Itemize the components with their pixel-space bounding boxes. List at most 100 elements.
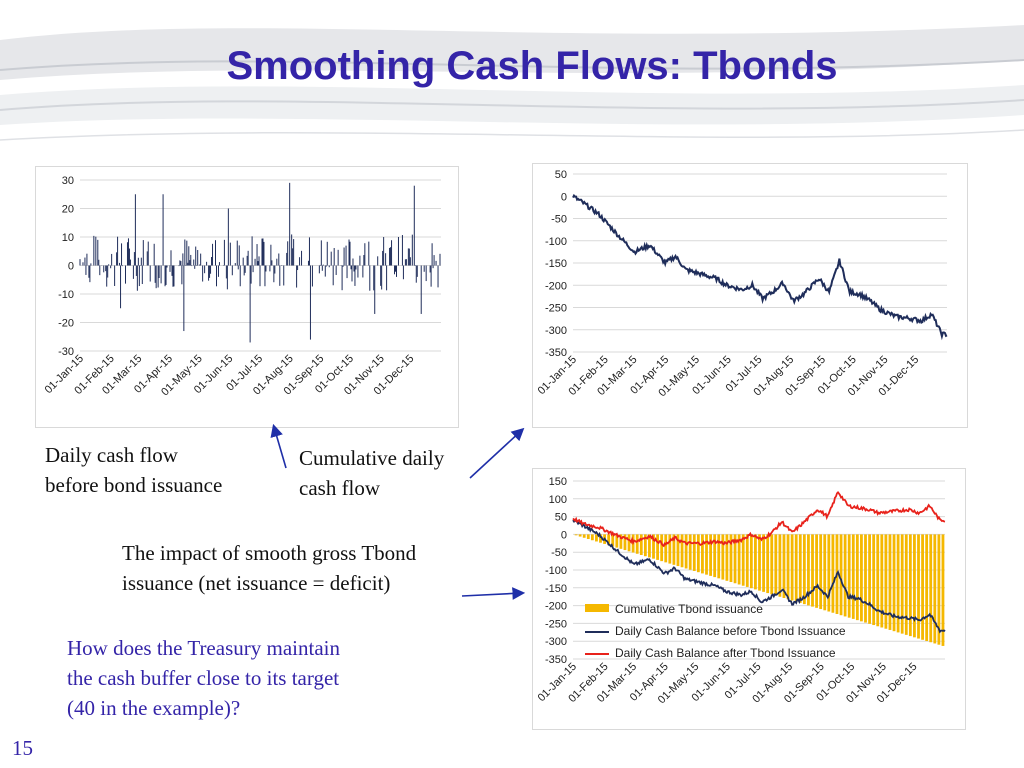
caption-cumulative-line1: Cumulative daily — [299, 446, 445, 470]
bar-cumulative-issuance — [908, 534, 912, 637]
bar-cumulative-issuance — [900, 534, 904, 634]
bar-cumulative-issuance — [811, 534, 814, 607]
caption-cumulative: Cumulative daily cash flow — [299, 443, 444, 503]
tbond-impact-chart: 150 100 50 0 -50 -100 -150 -200 -250 -300 -350 01-J… — [532, 468, 966, 730]
bar-cumulative-issuance — [713, 534, 717, 578]
y-tick-label: -250 — [545, 303, 567, 315]
bar-cumulative-issuance — [925, 534, 929, 642]
bar-cumulative-issuance — [762, 534, 765, 592]
bar-cumulative-issuance — [668, 534, 672, 564]
bar-cumulative-issuance — [737, 534, 741, 585]
bar-cumulative-issuance — [652, 534, 655, 559]
bar-cumulative-issuance — [937, 534, 941, 645]
caption-question-line2: the cash buffer close to its target — [67, 666, 340, 690]
y-tick-label: -300 — [545, 636, 567, 648]
bar-cumulative-issuance — [672, 534, 676, 565]
bar-cumulative-issuance — [794, 534, 798, 602]
bar-cumulative-issuance — [627, 534, 631, 552]
bar-cumulative-issuance — [876, 534, 880, 627]
bar-cumulative-issuance — [766, 534, 770, 594]
bar-cumulative-issuance — [929, 534, 933, 643]
arrow-to-impact-chart — [461, 587, 526, 600]
bar-cumulative-issuance — [648, 534, 651, 558]
bar-cumulative-issuance — [770, 534, 774, 595]
caption-impact-line2: issuance (net issuance = deficit) — [122, 571, 391, 595]
arrow-to-cumulative-chart — [469, 427, 525, 479]
bar-cumulative-issuance — [619, 534, 623, 549]
bar-cumulative-issuance — [688, 534, 692, 570]
bar-cumulative-issuance — [590, 534, 594, 541]
y-tick-label: -50 — [551, 214, 567, 226]
bar-cumulative-issuance — [578, 534, 582, 537]
y-tick-label: 100 — [549, 494, 567, 506]
bar-cumulative-issuance — [802, 534, 806, 605]
arrow-to-daily-chart — [270, 423, 287, 469]
bar-cumulative-issuance — [807, 534, 810, 606]
bar-cumulative-issuance — [851, 534, 855, 619]
bar-cumulative-issuance — [831, 534, 835, 613]
bar-cumulative-issuance — [933, 534, 937, 644]
bar-cumulative-issuance — [778, 534, 782, 597]
bar-cumulative-issuance — [709, 534, 712, 576]
caption-cumulative-line2: cash flow — [299, 476, 381, 500]
bar-cumulative-issuance — [860, 534, 863, 622]
legend-swatch-issuance — [585, 604, 609, 612]
caption-impact-line1: The impact of smooth gross Tbond — [122, 541, 417, 565]
y-tick-label: -250 — [545, 618, 567, 630]
cumulative-cash-flow-svg: 500-50-100-150-200-250-300-35001-Jan-150… — [536, 169, 948, 399]
y-tick-label: -150 — [545, 258, 567, 270]
series-line-after — [572, 490, 946, 548]
bar-cumulative-issuance — [643, 534, 647, 557]
y-tick-label: -150 — [545, 583, 567, 595]
y-tick-label: -30 — [58, 346, 74, 358]
y-tick-label: -350 — [545, 347, 567, 359]
bar-cumulative-issuance — [855, 534, 859, 621]
y-tick-label: -200 — [545, 280, 567, 292]
bar-cumulative-issuance — [798, 534, 802, 603]
bar-cumulative-issuance — [880, 534, 884, 628]
bar-cumulative-issuance — [864, 534, 867, 623]
bar-cumulative-issuance — [611, 534, 615, 547]
bar-cumulative-issuance — [635, 534, 639, 554]
y-tick-label: -100 — [545, 565, 567, 577]
bar-cumulative-issuance — [921, 534, 924, 640]
slide-number: 15 — [12, 736, 33, 760]
bar-cumulative-issuance — [615, 534, 619, 548]
bar-cumulative-issuance — [843, 534, 847, 617]
y-tick-label: 30 — [62, 175, 74, 187]
bar-cumulative-issuance — [676, 534, 680, 567]
bar-cumulative-issuance — [790, 534, 794, 601]
bar-cumulative-issuance — [749, 534, 753, 589]
caption-daily-line2: before bond issuance — [45, 473, 223, 497]
bar-cumulative-issuance — [725, 534, 729, 581]
bar-cumulative-issuance — [774, 534, 778, 596]
slide-title: Smoothing Cash Flows: Tbonds — [226, 44, 838, 88]
daily-cash-flow-chart: 30 20 10 0 -10 -20 -30 01-Jan-15 01-Feb-15 01-Mar… — [35, 166, 459, 428]
bar-cumulative-issuance — [741, 534, 745, 586]
legend-label: Cumulative Tbond issuance — [615, 602, 763, 616]
y-tick-label: -50 — [551, 547, 567, 559]
bar-cumulative-issuance — [896, 534, 900, 633]
bar-cumulative-issuance — [607, 534, 611, 546]
bar-cumulative-issuance — [917, 534, 920, 639]
caption-question-line1: How does the Treasury maintain — [67, 636, 340, 660]
caption-daily-cash-flow: Daily cash flow before bond issuance — [45, 440, 222, 500]
bar-cumulative-issuance — [586, 534, 590, 540]
bar-cumulative-issuance — [884, 534, 888, 629]
y-tick-label: 0 — [561, 529, 567, 541]
chart-legend: Cumulative Tbond issuance Daily Cash Bala… — [585, 602, 846, 660]
y-tick-label: -350 — [545, 654, 567, 666]
y-tick-label: 150 — [549, 476, 567, 488]
bar-cumulative-issuance — [892, 534, 896, 632]
bar-cumulative-issuance — [745, 534, 749, 587]
bar-cumulative-issuance — [701, 534, 704, 574]
y-tick-label: -20 — [58, 318, 74, 330]
bar-cumulative-issuance — [888, 534, 892, 630]
legend-label: Daily Cash Balance after Tbond Issuance — [615, 646, 836, 660]
caption-daily-line1: Daily cash flow — [45, 443, 178, 467]
bar-cumulative-issuance — [754, 534, 757, 590]
cumulative-cash-flow-chart: 50 0 -50 -100 -150 -200 -250 -300 -350 01-Jan-15 0… — [532, 163, 968, 428]
bar-cumulative-issuance — [782, 534, 786, 598]
caption-impact: The impact of smooth gross Tbond issuanc… — [122, 538, 416, 598]
bar-cumulative-issuance — [574, 534, 578, 536]
